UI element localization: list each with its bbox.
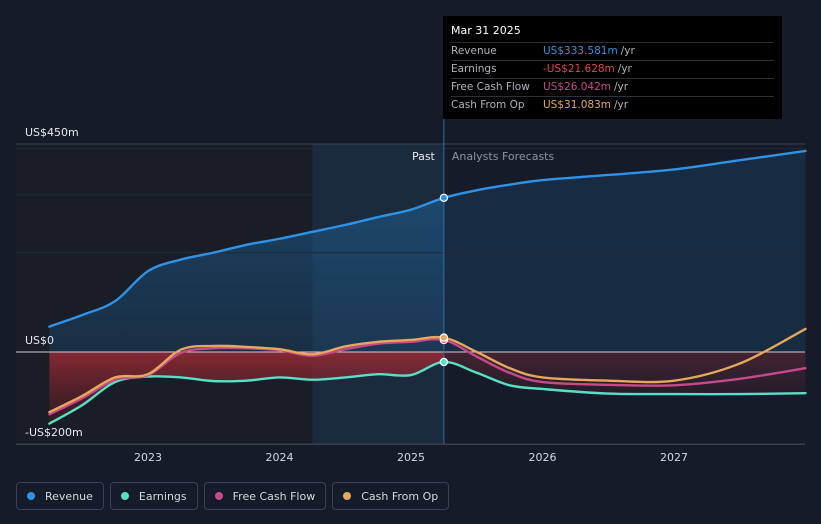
y-axis-label-top: US$450m [25, 126, 79, 139]
series-marker-cash-from-op [439, 333, 449, 342]
revenue-area-forecast [443, 150, 806, 352]
tooltip-row-free-cash-flow: Free Cash Flow US$26.042m /yr [451, 78, 774, 96]
series-marker-revenue [439, 193, 449, 203]
y-axis-label-bottom: -US$200m [25, 426, 83, 439]
tooltip-unit: /yr [620, 45, 635, 57]
tooltip-label: Earnings [451, 63, 497, 75]
tooltip-row-cash-from-op: Cash From Op US$31.083m /yr [451, 96, 774, 114]
chart-legend: Revenue Earnings Free Cash Flow Cash Fro… [16, 482, 450, 510]
legend-item-earnings[interactable]: Earnings [109, 482, 198, 510]
tooltip-row-earnings: Earnings -US$21.628m /yr [451, 60, 774, 78]
legend-dot-icon [27, 492, 35, 500]
series-marker-earnings [439, 357, 449, 367]
legend-label: Cash From Op [361, 489, 439, 503]
legend-dot-icon [214, 492, 223, 500]
tooltip-label: Revenue [451, 45, 497, 57]
legend-item-free-cash-flow[interactable]: Free Cash Flow [203, 482, 327, 510]
tooltip-unit: /yr [617, 63, 632, 75]
legend-dot-icon [120, 492, 129, 500]
hover-tooltip: Mar 31 2025 Revenue US$333.581m /yr Earn… [443, 16, 782, 119]
series-line-cash-from-op [48, 327, 807, 414]
legend-label: Earnings [138, 489, 187, 503]
forecast-label: Analysts Forecasts [452, 150, 555, 163]
tooltip-date: Mar 31 2025 [451, 24, 521, 37]
tooltip-value: US$333.581m [543, 45, 618, 57]
series-line-earnings [48, 360, 807, 425]
tooltip-value: US$26.042m [543, 81, 611, 93]
legend-item-cash-from-op[interactable]: Cash From Op [332, 482, 450, 510]
x-tick-label: 2026 [529, 451, 557, 464]
earnings-area-past [49, 352, 444, 424]
legend-label: Free Cash Flow [232, 489, 316, 503]
tooltip-value: -US$21.628m [543, 63, 615, 75]
tooltip-value: US$31.083m [543, 99, 611, 111]
x-tick-label: 2023 [134, 451, 162, 464]
tooltip-unit: /yr [614, 99, 629, 111]
x-tick-label: 2027 [660, 451, 688, 464]
legend-item-revenue[interactable]: Revenue [16, 482, 104, 510]
legend-label: Revenue [45, 489, 93, 503]
tooltip-label: Cash From Op [451, 99, 525, 111]
y-axis-label-zero: US$0 [25, 334, 54, 347]
earnings-area-forecast [443, 352, 806, 395]
x-tick-label: 2024 [266, 451, 294, 464]
x-tick-label: 2025 [397, 451, 425, 464]
tooltip-row-revenue: Revenue US$333.581m /yr [451, 42, 774, 60]
legend-dot-icon [343, 492, 352, 500]
series-line-revenue [48, 149, 807, 328]
tooltip-unit: /yr [614, 81, 629, 93]
tooltip-label: Free Cash Flow [451, 81, 530, 93]
past-label: Past [412, 150, 436, 163]
revenue-area-past [49, 197, 444, 352]
